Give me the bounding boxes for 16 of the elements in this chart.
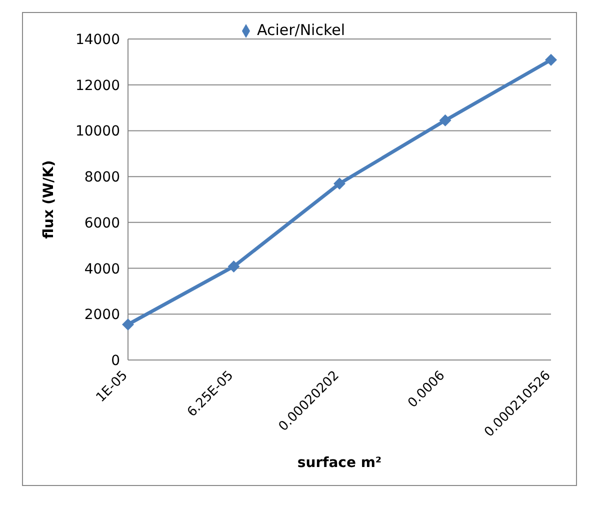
point: [545, 54, 557, 66]
y-tick-label: 8000: [84, 170, 120, 186]
y-tick-label: 4000: [84, 261, 120, 278]
y-tick-label: 14000: [75, 32, 120, 48]
point: [334, 178, 346, 190]
y-tick-label: 12000: [75, 78, 120, 94]
x-axis-title: surface m²: [297, 455, 382, 471]
legend-label: Acier/Nickel: [256, 21, 346, 39]
point: [228, 260, 240, 272]
y-axis-title: flux (W/K): [40, 160, 57, 239]
y-tick-label: 6000: [84, 215, 120, 232]
y-tick-label: 0: [111, 352, 120, 369]
point: [439, 114, 452, 126]
point: [122, 318, 134, 330]
y-tick-label: 10000: [75, 124, 120, 140]
y-tick-label: 2000: [84, 307, 120, 324]
